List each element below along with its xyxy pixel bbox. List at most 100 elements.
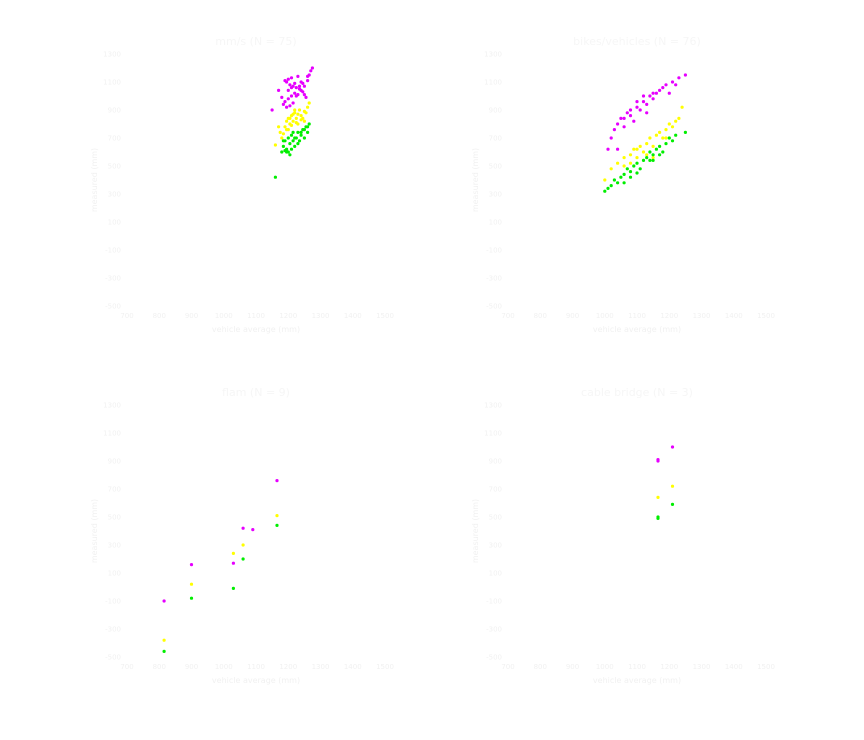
data-point xyxy=(635,171,639,175)
data-point xyxy=(306,125,310,129)
data-point xyxy=(189,582,194,586)
data-point xyxy=(645,142,649,146)
data-point xyxy=(297,139,302,143)
y-axis-label: measured (mm) xyxy=(90,148,99,212)
y-tick-label: 1100 xyxy=(484,430,502,438)
data-point xyxy=(285,128,289,132)
y-tick-label: 100 xyxy=(489,219,502,227)
data-point xyxy=(667,91,671,95)
y-tick-label: 900 xyxy=(489,107,502,115)
data-point xyxy=(288,116,292,120)
x-axis-label: vehicle average (mm) xyxy=(212,676,300,685)
data-point xyxy=(294,121,298,125)
data-point xyxy=(622,156,626,160)
data-point xyxy=(299,133,303,137)
y-tick-label: -300 xyxy=(486,626,502,634)
y-tick-label: 100 xyxy=(108,219,121,227)
data-point xyxy=(289,147,294,151)
data-point xyxy=(635,156,639,160)
data-point xyxy=(651,91,655,95)
panel-1: bikes/vehicles (N = 76) vehicle average … xyxy=(471,35,775,334)
data-point xyxy=(670,125,675,129)
x-tick-label: 1400 xyxy=(344,663,362,671)
data-point xyxy=(285,119,289,123)
data-point xyxy=(277,125,281,129)
x-tick-label: 900 xyxy=(566,663,579,671)
x-axis-label: vehicle average (mm) xyxy=(593,325,681,334)
data-point xyxy=(299,88,303,92)
data-point xyxy=(288,142,292,146)
data-point xyxy=(651,156,655,160)
data-point xyxy=(162,649,166,654)
data-point xyxy=(309,69,313,73)
data-point xyxy=(661,136,665,140)
x-tick-label: 700 xyxy=(120,312,133,320)
data-point xyxy=(291,119,295,123)
data-point xyxy=(289,123,294,127)
data-point xyxy=(648,158,652,162)
data-point xyxy=(241,526,245,530)
data-point xyxy=(603,178,607,182)
data-point xyxy=(651,97,655,101)
y-tick-label: -500 xyxy=(486,654,502,662)
data-point xyxy=(609,136,613,140)
data-point xyxy=(306,130,310,134)
data-point xyxy=(289,86,294,90)
data-point xyxy=(606,186,610,190)
data-point xyxy=(641,150,646,154)
data-point xyxy=(628,108,633,112)
data-point xyxy=(638,144,642,148)
x-tick-label: 1000 xyxy=(215,312,233,320)
data-point xyxy=(231,586,235,591)
x-tick-label: 1300 xyxy=(693,312,711,320)
data-point xyxy=(667,136,671,140)
data-point xyxy=(609,184,613,188)
x-tick-label: 1200 xyxy=(279,312,297,320)
x-tick-label: 900 xyxy=(566,312,579,320)
data-point xyxy=(603,189,607,193)
data-point xyxy=(299,130,303,134)
data-point xyxy=(612,128,617,132)
y-tick-label: 1100 xyxy=(484,79,502,87)
data-point xyxy=(304,95,308,99)
x-tick-label: 800 xyxy=(153,663,166,671)
data-point xyxy=(648,150,652,154)
data-point xyxy=(612,178,617,182)
data-point xyxy=(645,156,649,160)
data-point xyxy=(635,161,639,165)
data-point xyxy=(293,81,297,85)
y-tick-label: 300 xyxy=(489,542,502,550)
data-point xyxy=(628,175,633,179)
data-point xyxy=(648,94,652,98)
y-tick-label: 300 xyxy=(108,542,121,550)
data-point xyxy=(285,105,289,109)
data-point xyxy=(296,142,300,146)
data-point xyxy=(307,122,311,126)
data-point xyxy=(680,105,684,109)
y-axis-label: measured (mm) xyxy=(90,499,99,563)
panel-title: bikes/vehicles (N = 76) xyxy=(573,35,701,48)
data-point xyxy=(291,139,295,143)
data-point xyxy=(306,105,310,109)
data-point xyxy=(251,528,255,532)
data-point xyxy=(656,516,660,521)
y-tick-label: -300 xyxy=(105,626,121,634)
y-tick-label: -100 xyxy=(105,598,121,606)
data-point xyxy=(635,105,639,109)
data-point xyxy=(651,144,655,148)
data-point xyxy=(280,136,284,140)
y-tick-label: 700 xyxy=(489,135,502,143)
data-point xyxy=(628,114,633,118)
data-point xyxy=(285,80,289,84)
data-point xyxy=(288,83,292,87)
data-point xyxy=(658,153,662,157)
y-tick-label: -100 xyxy=(486,598,502,606)
data-point xyxy=(299,118,303,122)
x-tick-label: 1100 xyxy=(247,312,265,320)
data-point xyxy=(622,164,626,168)
data-point xyxy=(270,108,274,112)
y-tick-label: 100 xyxy=(108,570,121,578)
data-point xyxy=(674,83,678,87)
y-tick-label: 900 xyxy=(489,458,502,466)
data-point xyxy=(667,122,671,126)
